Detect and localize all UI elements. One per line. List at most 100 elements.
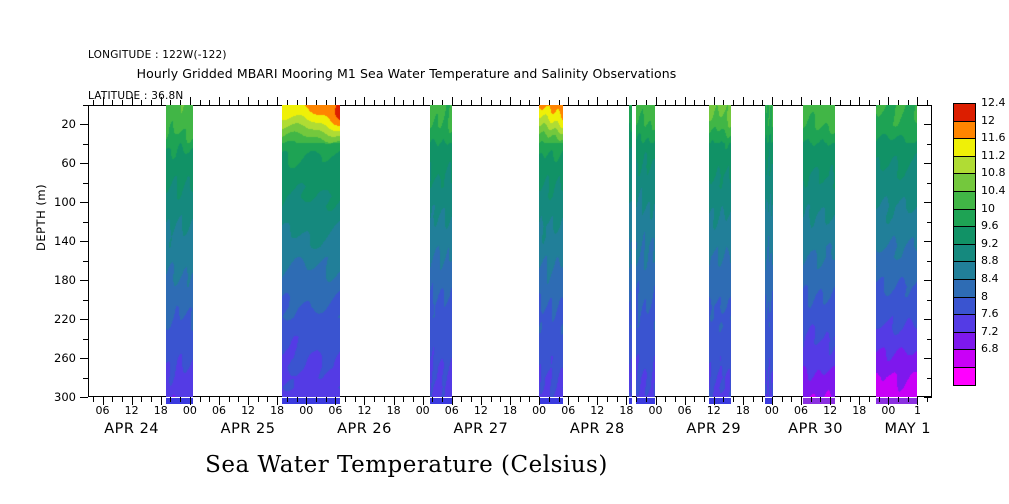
x-axis-top-tick	[286, 100, 288, 105]
heatmap-column-canvas	[629, 105, 632, 397]
x-axis-top-tick	[170, 100, 172, 105]
x-axis-minor-tick	[412, 397, 414, 402]
y-axis-major-tick	[80, 124, 88, 126]
x-axis-top-tick	[781, 100, 783, 105]
x-axis-minor-tick	[92, 397, 94, 402]
x-axis-top-tick	[548, 100, 550, 105]
colorbar-cell	[953, 366, 976, 386]
y-axis-major-tick	[80, 397, 88, 398]
y-axis-minor-tick	[83, 105, 88, 106]
x-axis-hour-label: 18	[386, 404, 401, 417]
x-axis-minor-tick	[791, 397, 793, 402]
x-axis-top-tick	[218, 97, 220, 105]
y-axis-major-tick	[80, 202, 88, 204]
x-axis-day-label: APR 28	[569, 421, 625, 437]
x-axis-top-tick	[257, 100, 259, 105]
x-axis-top-tick	[898, 100, 900, 105]
x-axis-top-tick	[209, 100, 211, 105]
x-axis-minor-tick	[141, 397, 143, 402]
x-axis-top-tick	[160, 97, 162, 105]
x-axis-minor-tick	[296, 397, 298, 402]
heatmap-column-canvas	[539, 105, 563, 397]
x-axis-minor-tick	[500, 397, 502, 402]
x-axis-minor-tick	[257, 397, 259, 402]
x-axis-title: Sea Water Temperature (Celsius)	[205, 452, 608, 478]
x-axis-major-tick	[306, 397, 308, 405]
x-axis-minor-tick	[645, 397, 647, 402]
x-axis-major-tick	[335, 397, 337, 405]
heatmap-column-canvas	[803, 105, 835, 397]
x-axis-day-label: APR 24	[104, 421, 160, 437]
x-axis-top-tick	[383, 100, 385, 105]
x-axis-minor-tick	[374, 397, 376, 402]
x-axis-top-tick	[422, 97, 424, 105]
y-axis-tick-label: 260	[54, 351, 76, 366]
x-axis-minor-tick	[383, 397, 385, 402]
coverage-bar	[709, 398, 731, 404]
x-axis-minor-tick	[587, 397, 589, 402]
x-axis-major-tick	[859, 397, 861, 405]
x-axis-major-tick	[131, 397, 133, 405]
x-axis-top-tick	[713, 97, 715, 105]
colorbar-tick-label: 7.6	[981, 307, 999, 321]
x-axis-top-tick	[597, 97, 599, 105]
heatmap-column	[166, 105, 193, 397]
x-axis-top-tick	[510, 97, 511, 105]
x-axis-hour-label: 12	[823, 404, 838, 417]
x-axis-major-tick	[713, 397, 715, 405]
y-axis-major-tick	[80, 319, 88, 321]
x-axis-minor-tick	[180, 397, 182, 402]
coverage-bar	[876, 398, 917, 404]
x-axis-minor-tick	[810, 397, 812, 402]
colorbar-cell: 10.8	[953, 166, 1006, 192]
x-axis-hour-label: 12	[473, 404, 488, 417]
y-axis-major-tick	[80, 163, 88, 165]
x-axis-top-tick	[277, 97, 279, 105]
colorbar-tick-label: 9.6	[981, 219, 999, 233]
colorbar-tick-label: 7.2	[981, 324, 999, 338]
heatmap-column	[876, 105, 917, 397]
x-axis-top-tick	[480, 97, 482, 105]
x-axis-top-tick	[121, 100, 123, 105]
x-axis-minor-tick	[907, 397, 909, 402]
x-axis-top-tick	[907, 100, 909, 105]
y-axis-minor-tick	[83, 221, 88, 223]
x-axis-minor-tick	[238, 397, 240, 402]
heatmap-column	[709, 105, 731, 397]
heatmap-column	[539, 105, 563, 397]
colorbar-tick-label: 12	[981, 113, 995, 127]
x-axis-minor-tick	[849, 397, 851, 402]
x-axis-top-tick	[752, 100, 754, 105]
x-axis-major-tick	[422, 397, 424, 405]
x-axis-minor-tick	[898, 397, 900, 402]
x-axis-hour-label: 00	[881, 404, 896, 417]
x-axis-top-tick	[723, 100, 725, 105]
x-axis-hour-label: 00	[764, 404, 779, 417]
y-axis-minor-tick	[927, 299, 932, 301]
x-axis-top-tick	[141, 100, 143, 105]
x-axis-major-tick	[248, 397, 250, 405]
y-axis-major-tick	[924, 124, 932, 126]
x-axis-top-tick	[471, 100, 473, 105]
x-axis-hour-label: 12	[357, 404, 372, 417]
colorbar-tick-label: 11.2	[981, 148, 1006, 162]
heatmap-column	[636, 105, 655, 397]
x-axis-top-tick	[917, 97, 919, 105]
x-axis-hour-label: 12	[590, 404, 605, 417]
x-axis-top-tick	[839, 100, 841, 105]
x-axis-top-tick	[112, 100, 114, 105]
x-axis-minor-tick	[704, 397, 706, 402]
x-axis-hour-label: 00	[532, 404, 547, 417]
x-axis-major-tick	[830, 397, 832, 405]
x-axis-top-tick	[315, 100, 317, 105]
x-axis-major-tick	[801, 397, 803, 405]
x-axis-top-tick	[655, 97, 657, 105]
x-axis-top-tick	[607, 100, 608, 105]
coverage-bar	[166, 398, 193, 404]
x-axis-major-tick	[480, 397, 482, 405]
x-axis-top-tick	[820, 100, 822, 105]
x-axis-hour-label: 06	[561, 404, 576, 417]
x-axis-top-tick	[878, 100, 880, 105]
x-axis-top-tick	[636, 100, 638, 105]
x-axis-minor-tick	[325, 397, 327, 402]
